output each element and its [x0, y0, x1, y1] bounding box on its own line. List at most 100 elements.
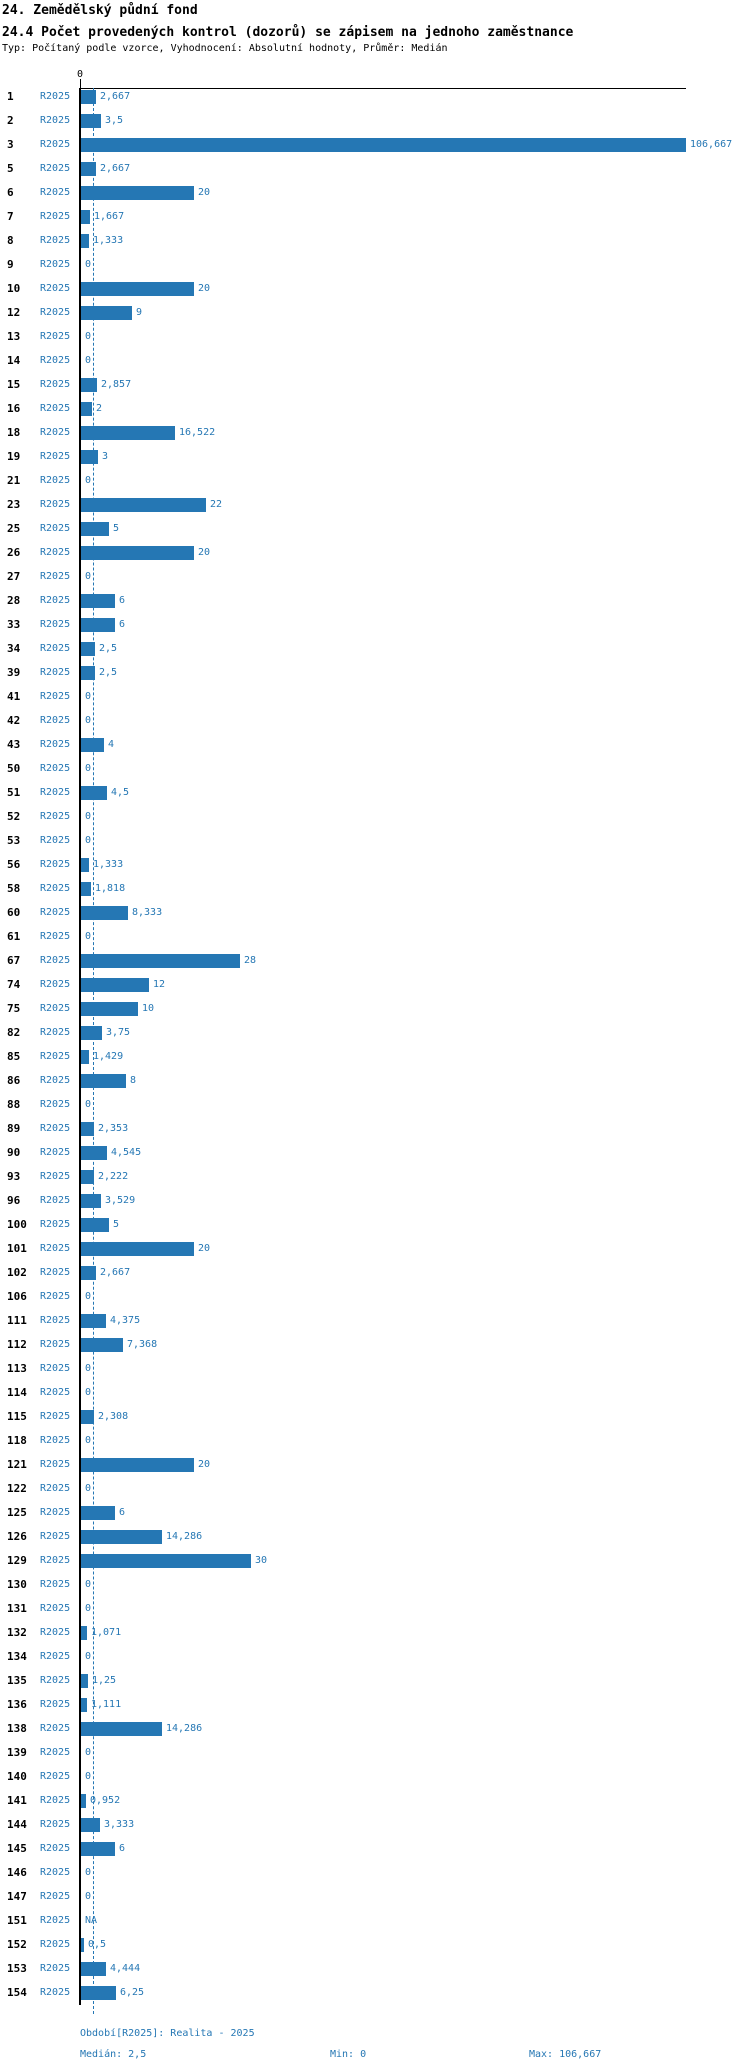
chart-row: 34 R2025 2,5: [0, 637, 750, 661]
row-number-label: 82: [7, 1026, 21, 1039]
row-number-label: 89: [7, 1122, 21, 1135]
value-label: 8,333: [132, 907, 163, 918]
row-number-label: 26: [7, 546, 21, 559]
chart-row: 129 R2025 30: [0, 1549, 750, 1573]
value-label: 0: [85, 331, 92, 342]
x-axis-line: [79, 88, 686, 89]
series-label: R2025: [40, 1627, 71, 1638]
chart-row: 141 R2025 0,952: [0, 1789, 750, 1813]
series-label: R2025: [40, 259, 71, 270]
value-label: 0: [85, 475, 92, 486]
row-number-label: 8: [7, 234, 14, 247]
value-label: 1,333: [93, 859, 124, 870]
value-label: NA: [85, 1915, 98, 1926]
value-label: 22: [210, 499, 223, 510]
chart-row: 61 R2025 0: [0, 925, 750, 949]
row-number-label: 12: [7, 306, 21, 319]
row-number-label: 52: [7, 810, 21, 823]
series-label: R2025: [40, 1675, 71, 1686]
value-label: 1,333: [93, 235, 124, 246]
value-bar: [81, 186, 194, 200]
value-label: 4,375: [110, 1315, 141, 1326]
row-number-label: 41: [7, 690, 21, 703]
value-bar: [81, 450, 98, 464]
chart-row: 74 R2025 12: [0, 973, 750, 997]
chart-row: 130 R2025 0: [0, 1573, 750, 1597]
series-label: R2025: [40, 499, 71, 510]
value-label: 0: [85, 1387, 92, 1398]
value-label: 0: [85, 259, 92, 270]
series-label: R2025: [40, 1531, 71, 1542]
value-label: 5: [113, 523, 120, 534]
row-number-label: 146: [7, 1866, 27, 1879]
row-number-label: 1: [7, 90, 14, 103]
value-bar: [81, 522, 109, 536]
chart-row: 151 R2025 NA: [0, 1909, 750, 1933]
value-label: 0: [85, 811, 92, 822]
value-label: 20: [198, 283, 211, 294]
row-number-label: 101: [7, 1242, 27, 1255]
series-label: R2025: [40, 1651, 71, 1662]
value-label: 8: [130, 1075, 137, 1086]
value-label: 0: [85, 1291, 92, 1302]
series-label: R2025: [40, 1723, 71, 1734]
chart-row: 33 R2025 6: [0, 613, 750, 637]
chart-row: 121 R2025 20: [0, 1453, 750, 1477]
value-label: 2: [96, 403, 103, 414]
value-bar: [81, 1626, 87, 1640]
value-bar: [81, 1674, 88, 1688]
value-label: 14,286: [166, 1723, 203, 1734]
chart-row: 2 R2025 3,5: [0, 109, 750, 133]
value-bar: [81, 1170, 94, 1184]
series-label: R2025: [40, 835, 71, 846]
series-label: R2025: [40, 1435, 71, 1446]
value-bar: [81, 402, 92, 416]
series-label: R2025: [40, 1939, 71, 1950]
series-label: R2025: [40, 379, 71, 390]
series-label: R2025: [40, 1339, 71, 1350]
row-number-label: 134: [7, 1650, 27, 1663]
row-number-label: 152: [7, 1938, 27, 1951]
chart-row: 52 R2025 0: [0, 805, 750, 829]
value-bar: [81, 1506, 115, 1520]
chart-row: 90 R2025 4,545: [0, 1141, 750, 1165]
row-number-label: 43: [7, 738, 21, 751]
value-label: 1,429: [93, 1051, 124, 1062]
row-number-label: 139: [7, 1746, 27, 1759]
series-label: R2025: [40, 619, 71, 630]
row-number-label: 7: [7, 210, 14, 223]
series-label: R2025: [40, 283, 71, 294]
row-number-label: 15: [7, 378, 21, 391]
value-label: 2,308: [98, 1411, 129, 1422]
value-bar: [81, 1122, 94, 1136]
value-label: 4: [108, 739, 115, 750]
chart-row: 136 R2025 1,111: [0, 1693, 750, 1717]
row-number-label: 132: [7, 1626, 27, 1639]
value-label: 0: [85, 1603, 92, 1614]
row-number-label: 51: [7, 786, 21, 799]
series-label: R2025: [40, 115, 71, 126]
value-bar: [81, 1218, 109, 1232]
chart-row: 75 R2025 10: [0, 997, 750, 1021]
series-label: R2025: [40, 1963, 71, 1974]
series-label: R2025: [40, 1891, 71, 1902]
series-label: R2025: [40, 955, 71, 966]
value-bar: [81, 1938, 84, 1952]
value-label: 7,368: [127, 1339, 158, 1350]
series-label: R2025: [40, 91, 71, 102]
series-label: R2025: [40, 1507, 71, 1518]
row-number-label: 28: [7, 594, 21, 607]
footer-period: Období[R2025]: Realita - 2025: [80, 2028, 255, 2039]
chart-row: 58 R2025 1,818: [0, 877, 750, 901]
chart-row: 145 R2025 6: [0, 1837, 750, 1861]
row-number-label: 144: [7, 1818, 27, 1831]
series-label: R2025: [40, 523, 71, 534]
row-number-label: 125: [7, 1506, 27, 1519]
row-number-label: 102: [7, 1266, 27, 1279]
series-label: R2025: [40, 1315, 71, 1326]
value-label: 0: [85, 1867, 92, 1878]
value-label: 0: [85, 715, 92, 726]
value-bar: [81, 1842, 115, 1856]
row-number-label: 126: [7, 1530, 27, 1543]
series-label: R2025: [40, 1051, 71, 1062]
